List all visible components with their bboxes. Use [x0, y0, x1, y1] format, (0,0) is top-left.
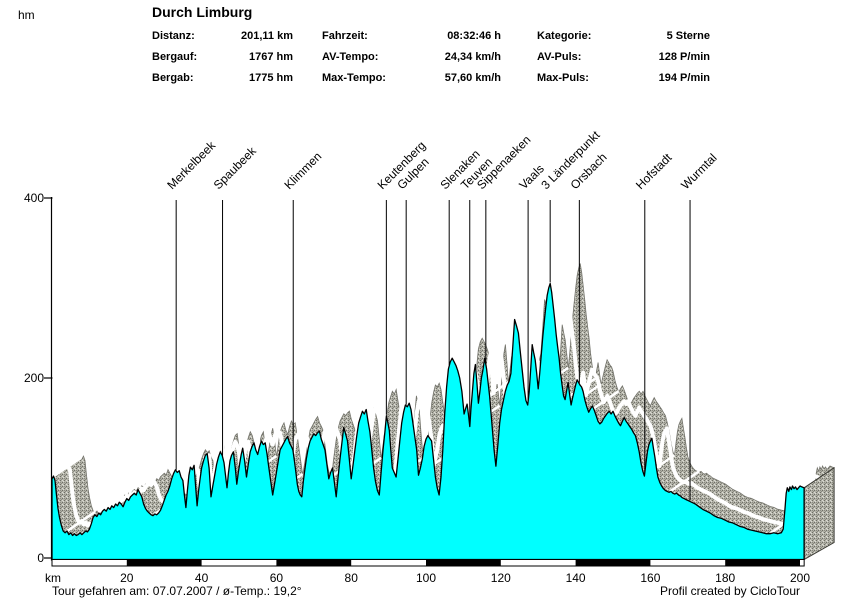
- marker-label: Hofstadt: [633, 150, 675, 192]
- stat-value: 1767 hm: [248, 51, 293, 63]
- stat-row: Bergauf: 1767 hm: [152, 50, 293, 71]
- scalebar-segment: [725, 559, 800, 566]
- x-axis-tick-label: 100: [416, 571, 436, 585]
- stat-row: AV-Tempo: 24,34 km/h: [322, 50, 501, 71]
- stat-row: Distanz: 201,11 km: [152, 29, 293, 50]
- stat-label: Max-Puls:: [537, 72, 589, 84]
- tour-date-footer: Tour gefahren am: 07.07.2007 / ø-Temp.: …: [52, 584, 302, 598]
- y-axis-tick-label: 400: [24, 191, 44, 205]
- scalebar-segment: [126, 559, 202, 566]
- x-axis-tick-label: 20: [120, 571, 134, 585]
- band-separator: [669, 470, 700, 493]
- x-axis-tick-label: 120: [491, 571, 511, 585]
- stat-value: 08:32:46 h: [447, 30, 501, 42]
- stat-value: 24,34 km/h: [444, 51, 501, 63]
- stat-row: Max-Puls: 194 P/min: [537, 71, 710, 92]
- x-axis-tick-label: 80: [345, 571, 359, 585]
- band-separator: [588, 390, 620, 413]
- stat-value: 57,60 km/h: [444, 72, 501, 84]
- x-axis-tick-label: 60: [270, 571, 284, 585]
- stat-row: Kategorie: 5 Sterne: [537, 29, 710, 50]
- band-separator: [65, 510, 96, 533]
- stat-row: Fahrzeit: 08:32:46 h: [322, 29, 501, 50]
- stat-row: Bergab: 1775 hm: [152, 71, 293, 92]
- stat-label: AV-Puls:: [537, 51, 582, 63]
- marker-label: Vaals: [516, 162, 547, 193]
- stat-label: Max-Tempo:: [322, 72, 386, 84]
- stats-column-time: Fahrzeit: 08:32:46 h AV-Tempo: 24,34 km/…: [322, 29, 501, 92]
- y-axis-tick-label: 200: [24, 371, 44, 385]
- x-axis-tick-label: 160: [640, 571, 660, 585]
- y-axis-unit-label: hm: [18, 8, 35, 22]
- stat-value: 5 Sterne: [666, 30, 710, 42]
- page-title: Durch Limburg: [152, 4, 253, 20]
- elevation-end-cap: [803, 466, 835, 561]
- stat-value: 201,11 km: [241, 30, 293, 42]
- marker-label: Merkelbeek: [164, 138, 218, 192]
- y-axis-tick-label: 0: [37, 551, 44, 565]
- stat-label: Distanz:: [152, 30, 195, 42]
- marker-label: Spaubeek: [211, 143, 260, 192]
- x-axis-tick-label: 200: [790, 571, 810, 585]
- x-axis-tick-label: 180: [715, 571, 735, 585]
- stat-label: AV-Tempo:: [322, 51, 379, 63]
- stat-value: 1775 hm: [248, 72, 293, 84]
- stat-label: Bergab:: [152, 72, 194, 84]
- scalebar-segment: [575, 559, 651, 566]
- x-axis-tick-label: 40: [195, 571, 209, 585]
- scalebar-segment: [426, 559, 501, 566]
- stat-row: AV-Puls: 128 P/min: [537, 50, 710, 71]
- stats-column-distance: Distanz: 201,11 km Bergauf: 1767 hm Berg…: [152, 29, 293, 92]
- elevation-area: [51, 282, 805, 561]
- stat-row: Max-Tempo: 57,60 km/h: [322, 71, 501, 92]
- stat-label: Kategorie:: [537, 30, 592, 42]
- x-axis-tick-label: 140: [566, 571, 586, 585]
- created-by-footer: Profil created by CicloTour: [659, 584, 800, 598]
- marker-label: Klimmen: [281, 149, 324, 192]
- stat-label: Fahrzeit:: [322, 30, 368, 42]
- stat-value: 194 P/min: [658, 72, 710, 84]
- marker-label: Wurmtal: [678, 151, 719, 192]
- scalebar-segment: [276, 559, 352, 566]
- x-axis-unit-label: km: [45, 571, 61, 585]
- stats-column-pulse: Kategorie: 5 Sterne AV-Puls: 128 P/min M…: [537, 29, 710, 92]
- stat-value: 128 P/min: [658, 51, 710, 63]
- stat-label: Bergauf:: [152, 51, 198, 63]
